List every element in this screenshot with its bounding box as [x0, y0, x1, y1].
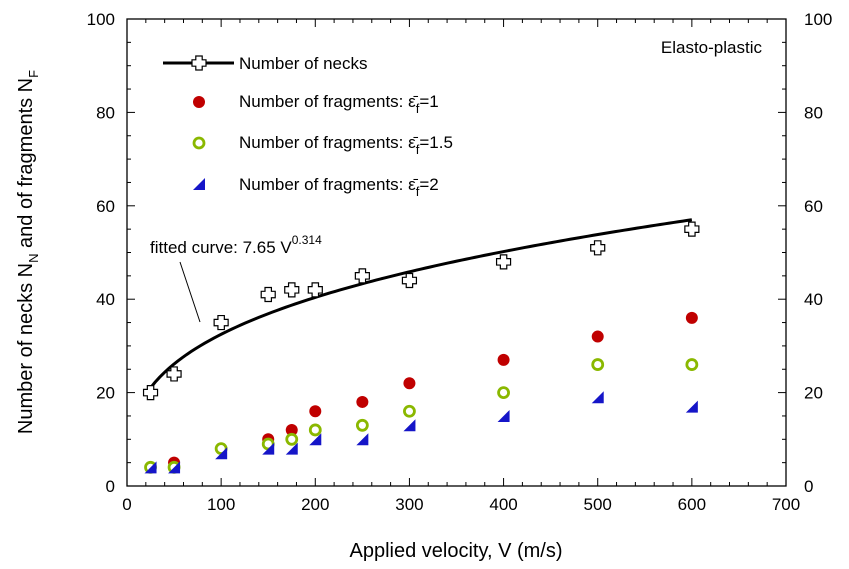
fragments-1-legend-marker	[193, 96, 205, 108]
fit-annotation-exponent: 0.314	[292, 233, 322, 247]
fragments-1-5-legend-marker	[192, 136, 206, 150]
y-axis-title-sub-f: F	[26, 70, 41, 78]
fragments-1-5-point	[591, 358, 605, 371]
fragments-1-point	[591, 330, 604, 343]
fragments-1-point	[497, 353, 510, 366]
necks-point	[213, 314, 229, 331]
y-tick-label: 100	[87, 10, 115, 29]
tick-labels: 0 100 200 300 400 500 600 700020406080100020406…	[87, 10, 833, 514]
x-tick-label: 500	[584, 495, 612, 514]
legend-marker-fragments-1	[193, 96, 205, 108]
necks-point	[401, 272, 418, 289]
material-annotation: Elasto-plastic	[661, 38, 763, 57]
x-tick-label: 600	[678, 495, 706, 514]
necks-point	[307, 282, 323, 298]
y-tick-label: 80	[96, 103, 115, 122]
axis-ticks	[126, 18, 787, 487]
x-axis-title: Applied velocity, V (m/s)	[349, 540, 562, 562]
y-tick-label-right: 60	[804, 197, 823, 216]
y-tick-label-right: 80	[804, 103, 823, 122]
legend-marker-necks	[191, 55, 207, 71]
legend-label-necks: Number of necks	[239, 54, 368, 73]
fragments-1-5-point	[685, 358, 699, 371]
y-axis-title: Number of necks NN and of fragments NF	[15, 70, 41, 434]
fragments-2-point	[285, 442, 298, 455]
fragments-1-point	[309, 405, 322, 418]
fragments-2-point	[144, 461, 157, 474]
x-tick-label: 700	[772, 495, 800, 514]
data-points	[142, 221, 700, 474]
y-axis-title-sub-n: N	[26, 254, 41, 263]
fragments-1-point	[685, 311, 698, 324]
y-tick-label: 20	[96, 384, 115, 403]
fragments-2-point	[309, 433, 322, 446]
x-tick-label: 0	[122, 495, 131, 514]
x-tick-label: 300	[395, 495, 423, 514]
fitted-curve	[149, 218, 693, 389]
legend: Number of necks Number of fragments: ε̄f…	[163, 54, 453, 199]
fragments-2-point	[497, 409, 510, 422]
legend-marker-fragments-2	[193, 178, 205, 190]
fragments-2-point	[591, 391, 604, 404]
y-tick-label-right: 20	[804, 384, 823, 403]
necks-point	[260, 286, 276, 303]
y-tick-label: 40	[96, 290, 115, 309]
fragments-1-5-point	[355, 418, 369, 432]
y-tick-label: 0	[106, 477, 115, 496]
fragments-1-point	[403, 377, 416, 390]
legend-label-fragments-1-5: Number of fragments: ε̄f=1.5	[239, 133, 453, 157]
fragments-2-point	[262, 442, 275, 455]
y-tick-label-right: 40	[804, 290, 823, 309]
necks-point	[495, 254, 512, 270]
legend-label-fragments-2: Number of fragments: ε̄f=2	[239, 175, 439, 199]
necks-point	[684, 221, 700, 237]
necks-point	[166, 366, 182, 382]
fit-annotation-text: fitted curve: 7.65 V	[150, 238, 292, 257]
fragments-2-point	[685, 400, 698, 413]
x-tick-label: 100	[207, 495, 235, 514]
legend-marker-fragments-1-5	[192, 136, 206, 150]
y-tick-label: 60	[96, 197, 115, 216]
x-tick-label: 400	[489, 495, 517, 514]
fragments-2-point	[403, 419, 416, 432]
fit-annotation-leader	[179, 261, 201, 323]
y-tick-label-right: 0	[804, 477, 813, 496]
legend-label-fragments-1: Number of fragments: ε̄f=1	[239, 92, 439, 116]
y-axis-title-main: Number of necks N	[15, 263, 37, 434]
fragments-1-5-point	[308, 423, 322, 437]
fragments-1-5-point	[285, 432, 299, 446]
fragments-1-point	[285, 423, 298, 436]
necks-point	[590, 240, 606, 256]
y-axis-title-mid: and of fragments N	[15, 78, 37, 254]
necks-point	[284, 282, 300, 298]
fit-annotation: fitted curve: 7.65 V0.314	[150, 233, 322, 257]
necks-point	[354, 268, 370, 284]
necks-legend-marker	[191, 55, 207, 71]
necks-point	[142, 385, 159, 401]
fragments-2-point	[215, 447, 228, 460]
fragments-2-legend-marker	[193, 178, 205, 190]
fragments-1-point	[356, 395, 369, 408]
fragments-2-point	[356, 433, 369, 446]
x-tick-label: 200	[301, 495, 329, 514]
fragments-1-5-point	[497, 386, 510, 400]
fragments-1-5-point	[403, 404, 416, 418]
fragments-2-point	[168, 461, 181, 474]
y-tick-label-right: 100	[804, 10, 832, 29]
